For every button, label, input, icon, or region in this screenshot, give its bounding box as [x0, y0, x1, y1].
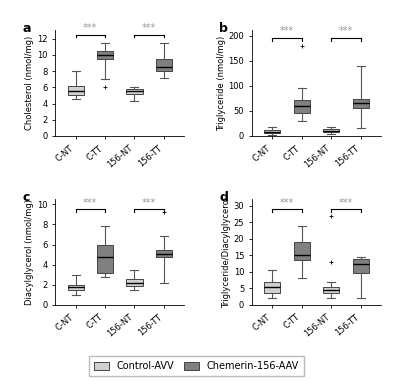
Text: ***: ***	[142, 198, 156, 208]
PathPatch shape	[264, 130, 281, 133]
Text: ***: ***	[280, 26, 294, 37]
PathPatch shape	[127, 89, 143, 94]
Text: ***: ***	[83, 23, 97, 33]
PathPatch shape	[68, 86, 84, 95]
PathPatch shape	[156, 250, 172, 256]
Text: d: d	[219, 191, 228, 204]
PathPatch shape	[294, 242, 310, 260]
PathPatch shape	[156, 59, 172, 71]
Text: ***: ***	[142, 23, 156, 33]
PathPatch shape	[264, 282, 281, 293]
Text: a: a	[23, 22, 31, 35]
Y-axis label: Triglyceride (nmol/mg): Triglyceride (nmol/mg)	[217, 35, 226, 131]
Text: ***: ***	[339, 26, 353, 37]
Text: c: c	[23, 191, 30, 204]
Text: b: b	[219, 22, 228, 35]
PathPatch shape	[97, 51, 113, 59]
Y-axis label: Cholesterol (nmol/mg): Cholesterol (nmol/mg)	[25, 36, 34, 130]
PathPatch shape	[323, 287, 339, 293]
Y-axis label: Diacylglycerol (nmol/mg): Diacylglycerol (nmol/mg)	[25, 199, 34, 305]
PathPatch shape	[294, 100, 310, 114]
Text: ***: ***	[280, 198, 294, 208]
Y-axis label: Triglyceride/Diacylglycerol: Triglyceride/Diacylglycerol	[222, 197, 231, 307]
Text: ***: ***	[339, 198, 353, 208]
PathPatch shape	[323, 130, 339, 133]
PathPatch shape	[353, 259, 369, 274]
PathPatch shape	[127, 279, 143, 286]
PathPatch shape	[353, 99, 369, 108]
PathPatch shape	[97, 245, 113, 273]
Legend: Control-AVV, Chemerin-156-AAV: Control-AVV, Chemerin-156-AAV	[90, 356, 303, 376]
Text: ***: ***	[83, 198, 97, 208]
PathPatch shape	[68, 285, 84, 290]
